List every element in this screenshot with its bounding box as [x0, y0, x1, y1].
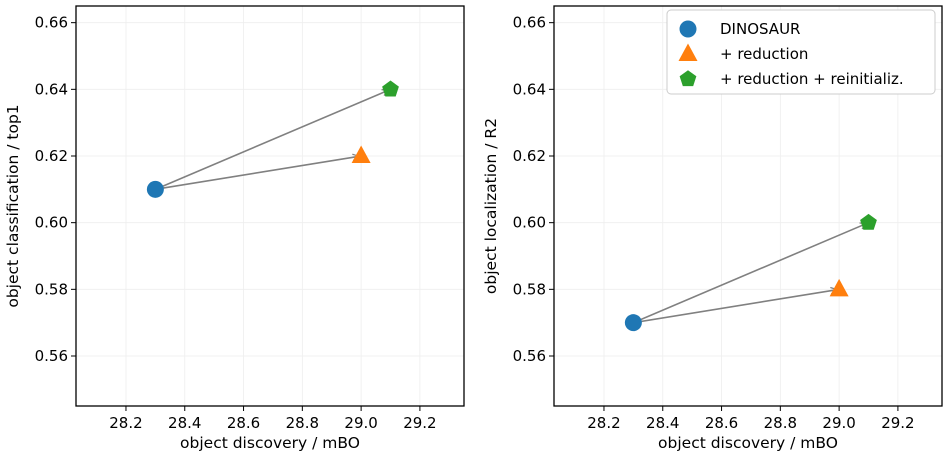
right-y-tick-label: 0.56	[513, 347, 546, 365]
left-y-tick-label: 0.56	[35, 347, 68, 365]
legend-box	[666, 9, 936, 95]
left-y-tick-label: 0.66	[35, 14, 68, 32]
legend-label: DINOSAUR	[720, 20, 800, 38]
right-x-tick-label: 28.2	[587, 414, 620, 432]
right-x-tick-label: 29.0	[822, 414, 855, 432]
left-arrow-2	[155, 90, 388, 191]
left-y-tick-label: 0.62	[35, 147, 68, 165]
right-y-tick-label: 0.62	[513, 147, 546, 165]
left-point-reduction	[351, 145, 371, 163]
right-y-tick-label: 0.64	[513, 80, 546, 98]
right-y-tick-label: 0.60	[513, 214, 546, 232]
left-x-axis-label: object discovery / mBO	[180, 434, 360, 452]
right-x-tick-label: 29.2	[881, 414, 914, 432]
right-point-reduction	[829, 278, 849, 297]
right-y-tick-label: 0.66	[513, 14, 546, 32]
legend-marker-circle	[679, 20, 697, 38]
legend: DINOSAUR + reduction + reduction + reiniti…	[666, 9, 936, 95]
left-x-tick-label: 28.8	[286, 414, 319, 432]
right-x-tick-label: 28.8	[764, 414, 797, 432]
left-chart-panel: 28.2 28.4 28.6 28.8 29.0 29.2 0.56 0.58 0.60 0.6…	[4, 5, 465, 452]
left-x-tick-label: 28.6	[227, 414, 260, 432]
right-point-dinosaur	[624, 314, 642, 332]
right-x-tick-label: 28.4	[646, 414, 679, 432]
left-point-reduction-reinitializ	[382, 80, 399, 97]
right-x-tick-label: 28.6	[705, 414, 738, 432]
right-arrow-2	[633, 223, 866, 324]
right-y-tick-label: 0.58	[513, 280, 546, 298]
left-x-tick-label: 28.4	[168, 414, 201, 432]
legend-marker-pentagon	[679, 70, 697, 87]
right-x-axis-label: object discovery / mBO	[658, 434, 838, 452]
left-plot-frame	[75, 5, 465, 407]
left-x-tick-label: 29.2	[403, 414, 436, 432]
legend-label: + reduction + reinitializ.	[720, 70, 904, 88]
legend-marker-triangle	[678, 43, 698, 61]
left-x-tick-label: 29.0	[344, 414, 377, 432]
left-y-axis-label: object classification / top1	[4, 104, 22, 307]
left-y-tick-label: 0.58	[35, 280, 68, 298]
right-y-axis-label: object localization / R2	[482, 118, 500, 294]
left-point-dinosaur	[146, 180, 164, 198]
legend-label: + reduction	[720, 45, 808, 63]
right-chart-panel: 28.2 28.4 28.6 28.8 29.0 29.2 0.56 0.58 0.60 0.6…	[482, 5, 943, 452]
right-arrow-1	[633, 290, 837, 324]
left-y-tick-label: 0.60	[35, 214, 68, 232]
left-arrow-1	[155, 156, 359, 191]
right-plot-frame	[553, 5, 943, 407]
right-point-reduction-reinitializ	[860, 213, 877, 230]
left-x-tick-label: 28.2	[109, 414, 142, 432]
left-y-tick-label: 0.64	[35, 80, 68, 98]
